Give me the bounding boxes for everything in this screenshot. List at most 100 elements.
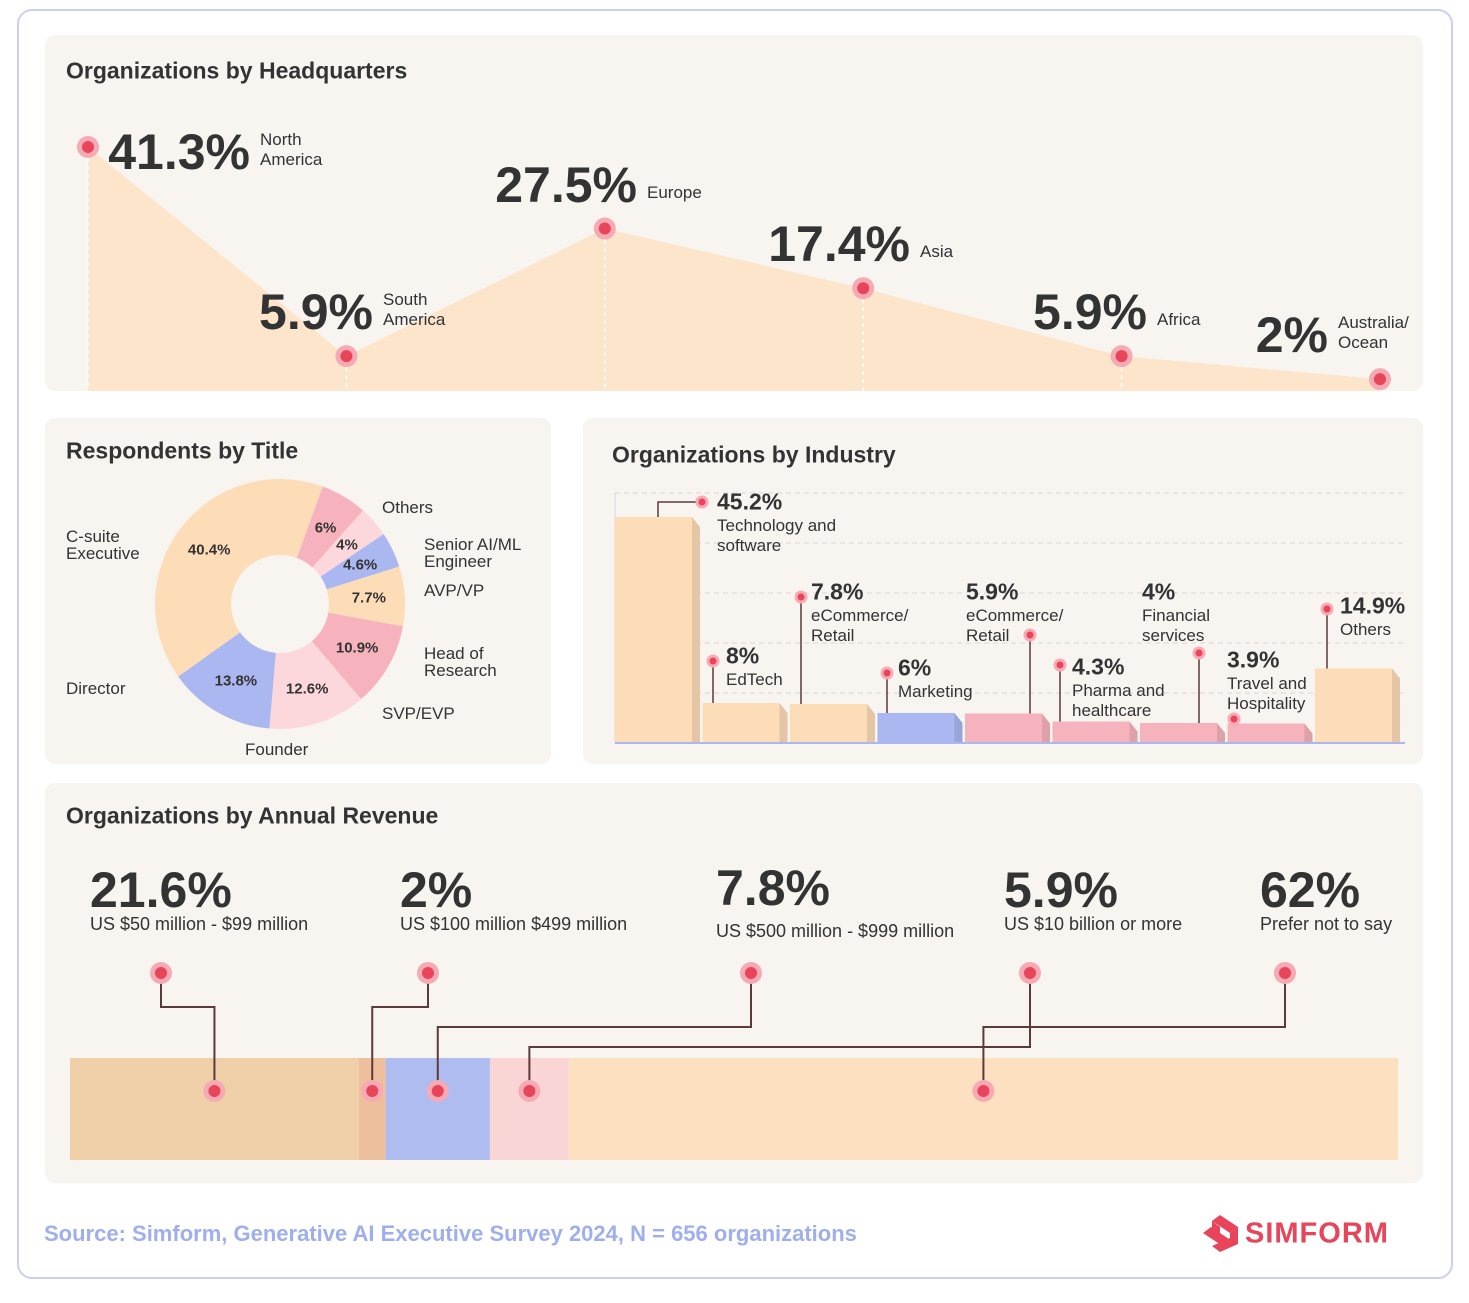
donut-slice — [296, 486, 363, 568]
category-label: Financial services — [1142, 606, 1211, 645]
marker — [422, 967, 434, 979]
category-label: Australia/ Ocean — [1338, 313, 1409, 353]
category-label: US $50 million - $99 million — [90, 914, 309, 934]
category-label: EdTech — [726, 670, 783, 689]
category-label: Europe — [647, 182, 702, 202]
marker — [977, 1085, 990, 1097]
bar-side — [1217, 723, 1225, 743]
value-label: 27.5% — [495, 156, 637, 213]
bar-side — [692, 517, 700, 743]
bar — [615, 517, 692, 743]
bar — [877, 713, 955, 743]
chart-title: Respondents by Title — [66, 437, 299, 464]
value-label: 5.9% — [1033, 284, 1147, 341]
pin-line — [657, 501, 702, 517]
value-label: 4% — [1142, 578, 1176, 605]
marker — [745, 967, 757, 979]
bar-side — [954, 713, 963, 743]
category-label: Senior AI/ML Engineer — [424, 535, 521, 571]
chart-title: Organizations by Industry — [612, 441, 896, 468]
pin — [883, 669, 891, 677]
marker — [366, 1085, 379, 1097]
donut-slice — [311, 612, 403, 700]
value-label: 40.4% — [187, 541, 231, 559]
bar-side — [867, 704, 875, 743]
pin — [1323, 605, 1331, 613]
category-label: US $500 million - $999 million — [716, 921, 955, 941]
connector — [436, 973, 752, 1091]
category-label: North America — [260, 130, 323, 169]
value-label: 7.7% — [351, 589, 386, 607]
connector — [371, 973, 429, 1091]
bar — [1227, 723, 1305, 743]
bar-side — [1129, 721, 1138, 743]
donut-slice — [312, 510, 384, 577]
marker — [857, 282, 870, 295]
pin — [1230, 715, 1238, 723]
value-label: 6% — [898, 654, 932, 681]
category-label: Founder — [245, 740, 309, 759]
category-label: eCommerce/ Retail — [966, 606, 1064, 645]
category-label: Travel and Hospitality — [1227, 674, 1307, 713]
value-label: 5.9% — [259, 284, 373, 341]
marker — [1115, 350, 1128, 363]
pin — [1026, 631, 1034, 639]
category-label: AVP/VP — [424, 581, 485, 600]
value-label: 7.8% — [716, 860, 830, 916]
logo-shape — [1212, 1215, 1238, 1233]
marker — [82, 141, 94, 153]
chart-title: Organizations by Annual Revenue — [66, 802, 439, 829]
value-label: 7.8% — [811, 578, 864, 605]
bar-side — [779, 703, 788, 743]
panel — [583, 418, 1423, 764]
bar — [1052, 721, 1130, 743]
chart-title: Organizations by Headquarters — [66, 57, 408, 84]
bar — [965, 713, 1042, 743]
panel — [45, 418, 551, 764]
marker — [1374, 373, 1386, 386]
category-label: US $100 million $499 million — [400, 914, 628, 934]
value-label: 12.6% — [285, 680, 329, 698]
value-label: 6% — [314, 519, 337, 537]
category-label: SVP/EVP — [382, 704, 455, 723]
bar — [702, 703, 780, 743]
bar — [1140, 723, 1217, 743]
donut-slice — [326, 566, 406, 627]
marker — [1024, 967, 1036, 979]
value-label: 8% — [726, 642, 760, 669]
source-note: Source: Simform, Generative AI Executive… — [44, 1221, 857, 1246]
value-label: 21.6% — [90, 862, 232, 918]
value-label: 10.9% — [335, 639, 379, 657]
bar — [1315, 668, 1392, 743]
pin — [1195, 649, 1203, 657]
value-label: 3.9% — [1227, 646, 1280, 673]
value-label: 5.9% — [966, 578, 1019, 605]
value-label: 5.9% — [1004, 862, 1118, 918]
donut-slice — [269, 641, 362, 730]
bar-side — [1304, 723, 1313, 743]
category-label: Marketing — [898, 682, 973, 701]
value-label: 4.6% — [343, 556, 378, 574]
value-label: 14.9% — [1340, 592, 1406, 619]
category-label: C-suite Executive — [66, 527, 140, 563]
category-label: Director — [66, 679, 126, 698]
pin — [698, 498, 706, 506]
donut-slice — [320, 534, 400, 590]
marker — [208, 1085, 221, 1097]
marker — [340, 350, 353, 363]
value-label: 2% — [400, 862, 473, 918]
connector — [528, 973, 1031, 1091]
pin — [709, 657, 717, 665]
value-label: 17.4% — [768, 216, 910, 273]
bar — [790, 704, 867, 743]
donut-slice — [154, 479, 323, 677]
value-label: 45.2% — [717, 488, 783, 515]
value-label: 4.3% — [1072, 653, 1125, 680]
marker — [598, 222, 611, 235]
category-label: Prefer not to say — [1260, 914, 1393, 934]
bar-side — [1042, 713, 1050, 743]
category-label: Technology and software — [717, 516, 837, 555]
marker — [155, 967, 167, 979]
